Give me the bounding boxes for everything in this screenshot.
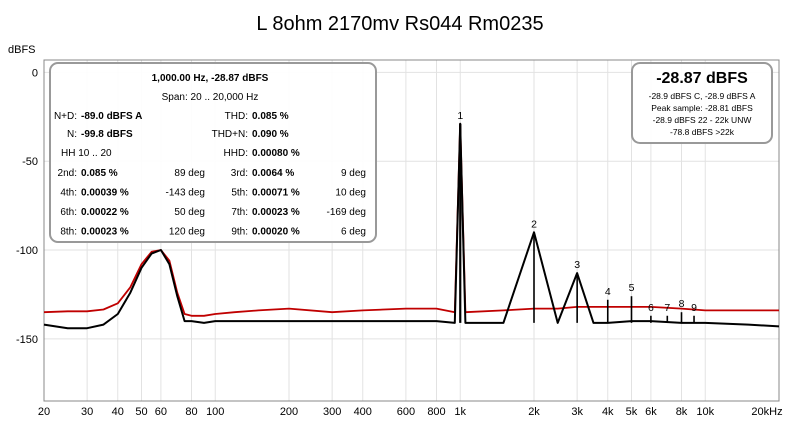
x-tick-label-17: 6k [645, 406, 657, 418]
x-tick-label-20: 20kHz [751, 406, 782, 418]
level-line-3: -28.9 dBFS 22 - 22k UNW [653, 115, 752, 125]
thdn-label: THD+N: [212, 129, 248, 140]
level-line-1: -28.9 dBFS C, -28.9 dBFS A [649, 91, 756, 101]
harmonic-row-0-d2: 9 deg [341, 168, 366, 179]
x-tick-label-13: 2k [528, 406, 540, 418]
x-tick-label-3: 50 [135, 406, 147, 418]
info-panel: 1,000.00 Hz, -28.87 dBFS Span: 20 .. 20,… [49, 62, 377, 243]
x-tick-label-10: 600 [397, 406, 415, 418]
hhd-label: HHD: [224, 148, 248, 159]
harmonic-row-1-d2: 10 deg [335, 188, 366, 199]
harmonic-row-3-d2: 6 deg [341, 227, 366, 238]
y-axis-label: dBFS [8, 44, 36, 56]
thdn-value: 0.090 % [252, 129, 289, 140]
y-tick-label-3: -150 [16, 334, 38, 346]
series-line-1 [43, 122, 780, 330]
x-tick-label-5: 80 [185, 406, 197, 418]
chart-title: L 8ohm 2170mv Rs044 Rm0235 [256, 13, 543, 35]
x-tick-label-9: 400 [354, 406, 372, 418]
harmonic-row-2-v1: 0.00022 % [81, 207, 129, 218]
panel-span: Span: 20 .. 20,000 Hz [162, 92, 259, 103]
harmonic-row-3-l2: 9th: [231, 227, 248, 238]
x-tick-label-18: 8k [676, 406, 688, 418]
harmonic-row-0-d1: 89 deg [174, 168, 205, 179]
harmonic-row-0-l2: 3rd: [231, 168, 248, 179]
hh-label: HH 10 .. 20 [61, 148, 112, 159]
harmonic-marker-5: 5 [629, 282, 635, 294]
thd-label: THD: [225, 111, 248, 122]
level-line-4: -78.8 dBFS >22k [670, 127, 735, 137]
x-tick-label-2: 40 [112, 406, 124, 418]
y-tick-label-0: 0 [32, 67, 38, 79]
n-label: N: [67, 129, 77, 140]
x-tick-label-1: 30 [81, 406, 93, 418]
harmonic-row-3-l1: 8th: [60, 227, 77, 238]
harmonic-marker-6: 6 [648, 302, 654, 314]
x-tick-label-12: 1k [454, 406, 466, 418]
harmonic-marker-8: 8 [679, 298, 685, 310]
harmonic-row-1-d1: -143 deg [166, 188, 205, 199]
harmonic-row-0-v2: 0.0064 % [252, 168, 294, 179]
nd-label: N+D: [54, 111, 77, 122]
series-lines [43, 122, 780, 330]
x-tick-labels: 20 30 40 50 60 80 100 200 300 400 600 800 1k 2k 3k 4k 5k… [38, 406, 783, 418]
y-tick-labels: 0 -50 -100 -150 [16, 67, 38, 345]
harmonic-row-2-d1: 50 deg [174, 207, 205, 218]
level-panel-box [631, 62, 773, 144]
harmonic-row-2-d2: -169 deg [327, 207, 366, 218]
harmonic-row-2-l1: 6th: [60, 207, 77, 218]
x-tick-label-4: 60 [155, 406, 167, 418]
panel-header: 1,000.00 Hz, -28.87 dBFS [152, 73, 269, 84]
info-panel-box [49, 62, 377, 243]
x-tick-label-15: 4k [602, 406, 614, 418]
harmonic-row-0-l1: 2nd: [58, 168, 77, 179]
harmonic-row-2-v2: 0.00023 % [252, 207, 300, 218]
harmonic-marker-2: 2 [531, 218, 537, 230]
level-big: -28.87 dBFS [656, 70, 748, 87]
harmonic-row-1-l1: 4th: [60, 188, 77, 199]
x-tick-label-19: 10k [696, 406, 714, 418]
harmonic-markers: 1 2 3 4 5 6 7 8 9 [457, 110, 697, 314]
harmonic-row-0-v1: 0.085 % [81, 168, 118, 179]
harmonic-row-3-d1: 120 deg [169, 227, 205, 238]
y-tick-label-1: -50 [22, 156, 38, 168]
harmonic-row-1-v2: 0.00071 % [252, 188, 300, 199]
harmonic-row-3-v2: 0.00020 % [252, 227, 300, 238]
series-line-0 [43, 122, 779, 317]
harmonic-row-1-v1: 0.00039 % [81, 188, 129, 199]
x-tick-label-0: 20 [38, 406, 50, 418]
harmonic-row-3-v1: 0.00023 % [81, 227, 129, 238]
harmonic-row-1-l2: 5th: [231, 188, 248, 199]
level-panel: -28.87 dBFS -28.9 dBFS C, -28.9 dBFS A P… [631, 62, 773, 144]
harmonic-marker-3: 3 [574, 259, 580, 271]
harmonic-marker-4: 4 [605, 286, 611, 298]
x-tick-label-7: 200 [280, 406, 298, 418]
level-line-2: Peak sample: -28.81 dBFS [651, 103, 753, 113]
harmonic-row-2-l2: 7th: [231, 207, 248, 218]
harmonic-marker-1: 1 [457, 110, 463, 122]
n-value: -99.8 dBFS [81, 129, 133, 140]
x-tick-label-16: 5k [626, 406, 638, 418]
hhd-value: 0.00080 % [252, 148, 300, 159]
harmonic-marker-9: 9 [691, 302, 697, 314]
x-tick-label-14: 3k [571, 406, 583, 418]
x-tick-label-8: 300 [323, 406, 341, 418]
x-tick-label-11: 800 [427, 406, 445, 418]
plot-frame [43, 59, 780, 402]
x-tick-label-6: 100 [206, 406, 224, 418]
y-tick-label-2: -100 [16, 245, 38, 257]
nd-value: -89.0 dBFS A [81, 111, 142, 122]
harmonic-peaks [459, 123, 695, 323]
harmonic-marker-7: 7 [664, 302, 670, 314]
harmonic-rows: 2nd: 0.085 % 89 deg 3rd: 0.0064 % 9 deg 4th: 0.… [58, 168, 366, 238]
thd-value: 0.085 % [252, 111, 289, 122]
